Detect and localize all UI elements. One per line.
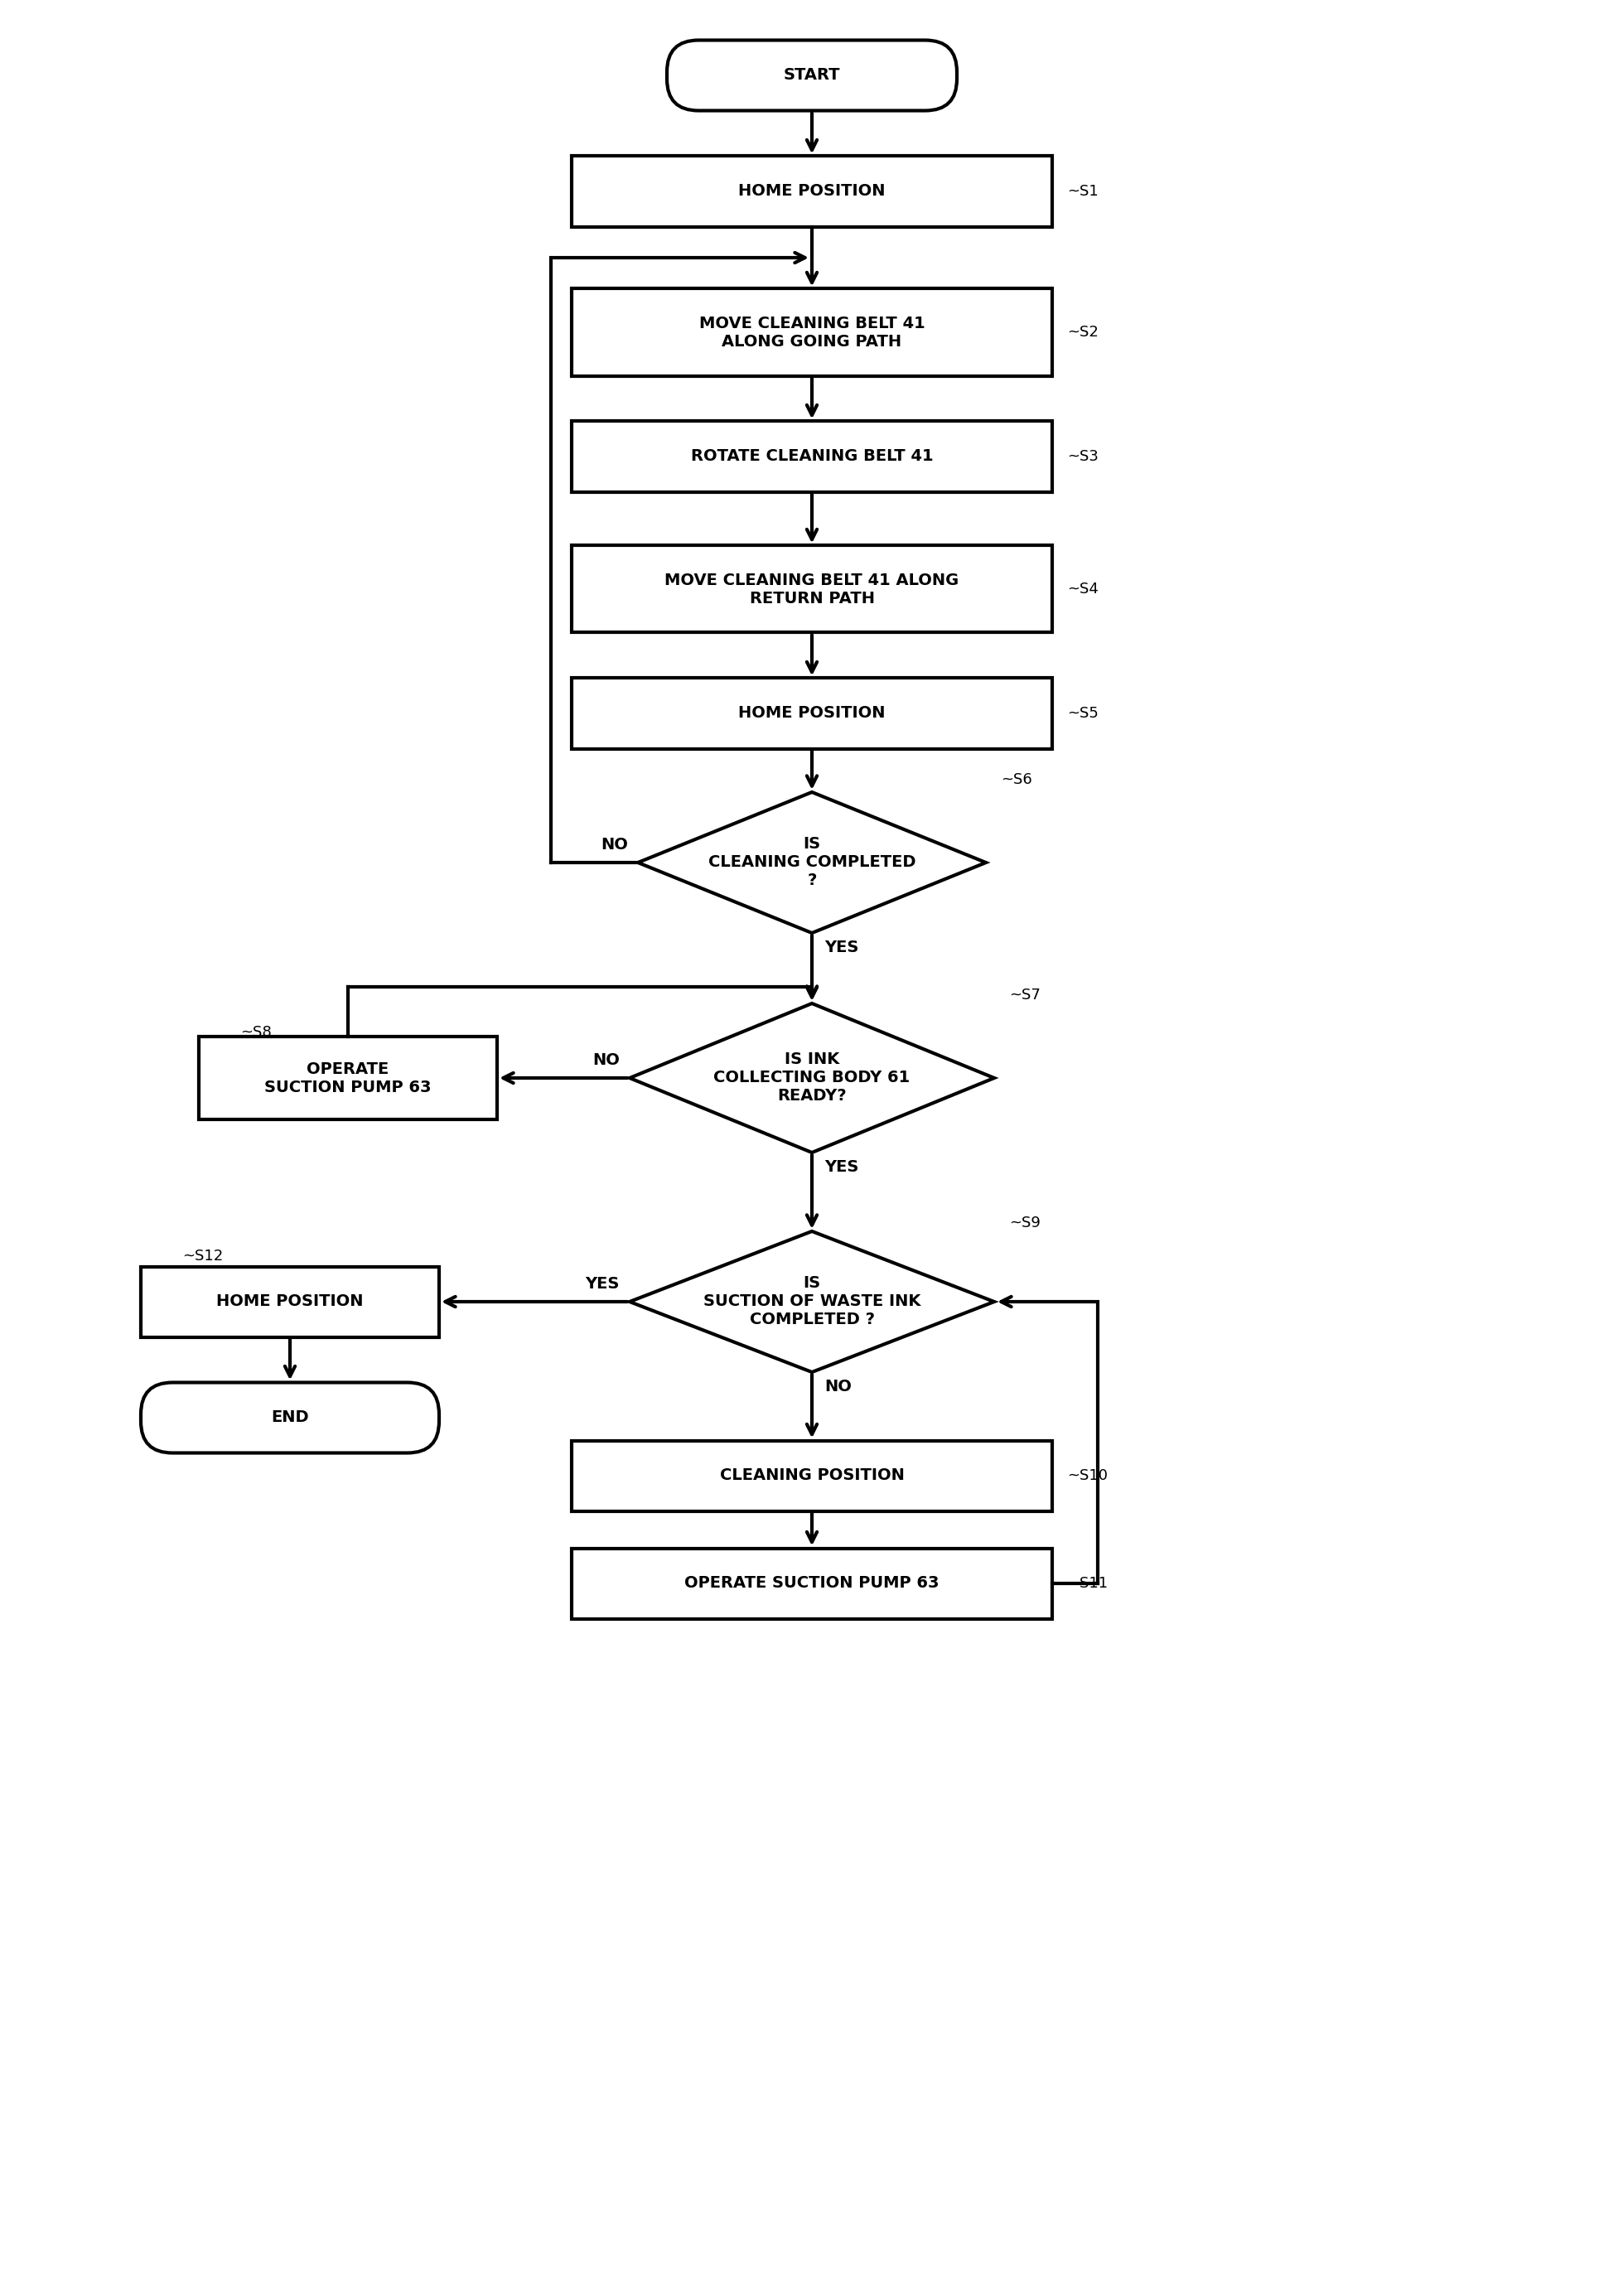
Bar	[200, 1035, 497, 1120]
Bar	[141, 1267, 440, 1336]
Bar	[571, 1548, 1052, 1619]
Text: OPERATE SUCTION PUMP 63: OPERATE SUCTION PUMP 63	[685, 1575, 940, 1591]
Text: ROTATE CLEANING BELT 41: ROTATE CLEANING BELT 41	[691, 448, 933, 464]
Text: HOME POSITION: HOME POSITION	[738, 705, 886, 721]
Text: ~S2: ~S2	[1066, 324, 1099, 340]
Text: IS
CLEANING COMPLETED
?: IS CLEANING COMPLETED ?	[708, 836, 915, 889]
Text: MOVE CLEANING BELT 41 ALONG
RETURN PATH: MOVE CLEANING BELT 41 ALONG RETURN PATH	[665, 572, 959, 606]
Text: ~S9: ~S9	[1010, 1215, 1040, 1231]
Text: IS INK
COLLECTING BODY 61
READY?: IS INK COLLECTING BODY 61 READY?	[714, 1052, 911, 1104]
Text: CLEANING POSITION: CLEANING POSITION	[719, 1467, 904, 1483]
Bar	[571, 1440, 1052, 1511]
Bar	[571, 677, 1052, 748]
Text: ~S5: ~S5	[1066, 705, 1099, 721]
Polygon shape	[630, 1003, 995, 1153]
Text: ~S8: ~S8	[240, 1024, 271, 1040]
Text: IS
SUCTION OF WASTE INK
COMPLETED ?: IS SUCTION OF WASTE INK COMPLETED ?	[703, 1277, 920, 1327]
FancyBboxPatch shape	[141, 1382, 440, 1453]
Text: YES: YES	[824, 1159, 859, 1176]
Text: MOVE CLEANING BELT 41
ALONG GOING PATH: MOVE CLEANING BELT 41 ALONG GOING PATH	[700, 315, 925, 349]
Bar	[571, 289, 1052, 377]
Text: ~S6: ~S6	[1001, 771, 1032, 788]
Text: HOME POSITION: HOME POSITION	[738, 184, 886, 200]
Text: YES: YES	[824, 939, 859, 955]
Text: START: START	[784, 67, 841, 83]
Polygon shape	[638, 792, 985, 932]
Text: NO: NO	[824, 1380, 852, 1394]
Bar	[571, 156, 1052, 227]
Text: ~S12: ~S12	[182, 1249, 222, 1263]
Text: YES: YES	[586, 1277, 620, 1293]
Text: END: END	[271, 1410, 308, 1426]
Text: NO: NO	[601, 836, 628, 852]
Text: ~S7: ~S7	[1010, 987, 1040, 1003]
Text: NO: NO	[592, 1052, 620, 1068]
Bar	[571, 422, 1052, 491]
Text: ~S1: ~S1	[1066, 184, 1099, 200]
FancyBboxPatch shape	[667, 41, 958, 110]
Bar	[571, 546, 1052, 634]
Polygon shape	[630, 1231, 995, 1373]
Text: OPERATE
SUCTION PUMP 63: OPERATE SUCTION PUMP 63	[265, 1061, 432, 1095]
Text: ~S10: ~S10	[1066, 1467, 1107, 1483]
Text: ~S4: ~S4	[1066, 581, 1099, 597]
Text: ~S11: ~S11	[1066, 1575, 1109, 1591]
Text: HOME POSITION: HOME POSITION	[216, 1295, 364, 1309]
Text: ~S3: ~S3	[1066, 450, 1099, 464]
